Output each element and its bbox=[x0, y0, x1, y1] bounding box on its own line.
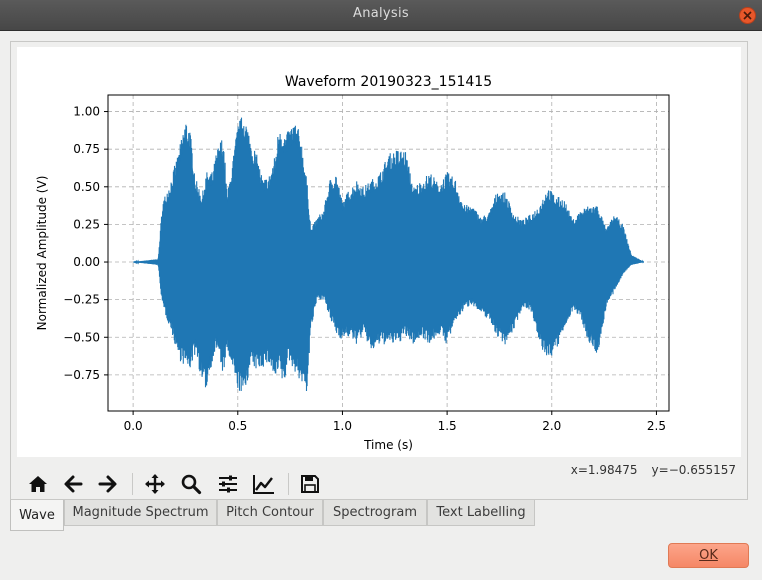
waveform-envelope-fill bbox=[133, 134, 644, 377]
tab-magnitude-spectrum[interactable]: Magnitude Spectrum bbox=[64, 500, 217, 526]
home-button[interactable] bbox=[24, 470, 52, 498]
home-icon bbox=[29, 476, 47, 492]
x-tick-label: 2.0 bbox=[542, 419, 561, 433]
y-tick-label: 0.75 bbox=[73, 142, 100, 156]
x-tick-label: 1.5 bbox=[438, 419, 457, 433]
edit-axis-curve-icon bbox=[253, 475, 274, 494]
cursor-coordinates: x=1.98475 y=−0.655157 bbox=[540, 463, 736, 477]
tab-text-labelling[interactable]: Text Labelling bbox=[427, 500, 535, 526]
chart-title: Waveform 20190323_151415 bbox=[285, 74, 492, 90]
tab-label: Text Labelling bbox=[436, 505, 526, 520]
back-button[interactable] bbox=[59, 470, 87, 498]
close-icon bbox=[743, 11, 752, 20]
window-title: Analysis bbox=[353, 6, 409, 21]
toolbar-separator bbox=[288, 473, 289, 495]
forward-button[interactable] bbox=[94, 470, 122, 498]
back-arrow-icon bbox=[64, 475, 83, 493]
x-tick-label: 1.0 bbox=[333, 419, 352, 433]
y-tick-label: −0.50 bbox=[63, 330, 100, 344]
tab-pitch-contour[interactable]: Pitch Contour bbox=[217, 500, 323, 526]
pan-move-icon bbox=[145, 474, 165, 494]
close-window-button[interactable] bbox=[739, 7, 756, 24]
waveform-line bbox=[132, 117, 645, 392]
save-figure-button[interactable] bbox=[296, 470, 324, 498]
forward-arrow-icon bbox=[98, 475, 117, 493]
y-tick-label: 0.00 bbox=[73, 255, 100, 269]
waveform-chart: 0.0 0.5 1.0 1.5 2.0 2.5 1.00 0.75 0.50 0.25 0.00 −0… bbox=[35, 74, 670, 452]
y-tick-label: 1.00 bbox=[73, 105, 100, 119]
zoom-magnifier-icon bbox=[181, 474, 202, 495]
configure-subplots-button[interactable] bbox=[214, 470, 242, 498]
x-coordinate-readout: x=1.98475 bbox=[570, 463, 638, 477]
pan-button[interactable] bbox=[141, 470, 169, 498]
edit-axis-button[interactable] bbox=[250, 470, 278, 498]
ok-button[interactable]: OK bbox=[668, 543, 749, 568]
y-tick-label: −0.25 bbox=[63, 293, 100, 307]
x-tick-label: 0.5 bbox=[228, 419, 247, 433]
axes-frame bbox=[107, 94, 670, 412]
y-tick-label: 0.50 bbox=[73, 180, 100, 194]
ok-button-label: OK bbox=[699, 548, 718, 563]
configure-subplots-icon bbox=[219, 475, 237, 493]
save-floppy-icon bbox=[301, 475, 319, 493]
x-tick-label: 2.5 bbox=[647, 419, 666, 433]
y-coordinate-readout: y=−0.655157 bbox=[651, 463, 736, 477]
tab-label: Wave bbox=[19, 507, 55, 523]
tab-wave[interactable]: Wave bbox=[10, 500, 64, 531]
y-tick-label: 0.25 bbox=[73, 217, 100, 231]
window-titlebar: Analysis bbox=[0, 0, 762, 31]
zoom-button[interactable] bbox=[177, 470, 205, 498]
x-tick-label: 0.0 bbox=[124, 419, 143, 433]
tab-label: Magnitude Spectrum bbox=[72, 505, 209, 520]
tab-label: Spectrogram bbox=[333, 505, 417, 520]
y-tick-label: −0.75 bbox=[63, 368, 100, 382]
tab-label: Pitch Contour bbox=[226, 505, 314, 520]
plot-canvas[interactable]: 0.0 0.5 1.0 1.5 2.0 2.5 1.00 0.75 0.50 0.25 0.00 −0… bbox=[17, 47, 741, 457]
x-axis-label: Time (s) bbox=[363, 438, 413, 452]
toolbar-separator bbox=[132, 473, 133, 495]
plot-navigation-toolbar bbox=[22, 470, 352, 500]
tab-spectrogram[interactable]: Spectrogram bbox=[323, 500, 427, 526]
y-axis-label: Normalized Amplitude (V) bbox=[35, 176, 49, 331]
